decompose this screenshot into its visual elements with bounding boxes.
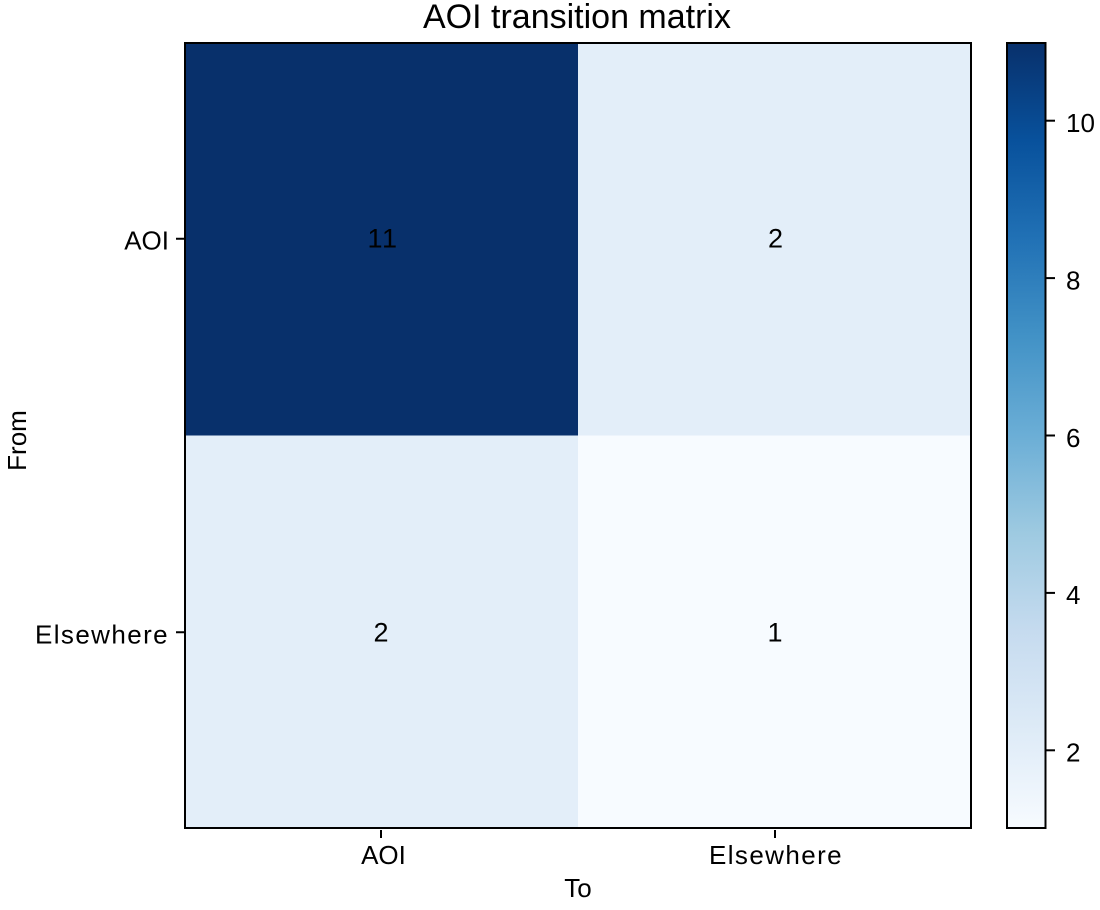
svg-text:AOI transition matrix: AOI transition matrix xyxy=(423,0,731,36)
svg-text:2: 2 xyxy=(768,224,783,254)
svg-text:To: To xyxy=(564,873,591,903)
svg-text:8: 8 xyxy=(1066,265,1080,295)
svg-text:10: 10 xyxy=(1066,108,1095,138)
svg-text:From: From xyxy=(2,410,32,471)
svg-text:AOI: AOI xyxy=(124,226,169,256)
svg-text:4: 4 xyxy=(1066,580,1080,610)
svg-text:1: 1 xyxy=(767,618,782,648)
svg-text:Elsewhere: Elsewhere xyxy=(709,840,843,870)
svg-text:2: 2 xyxy=(373,618,388,648)
svg-text:6: 6 xyxy=(1066,423,1080,453)
svg-text:2: 2 xyxy=(1066,738,1080,768)
svg-text:Elsewhere: Elsewhere xyxy=(35,620,169,650)
svg-text:AOI: AOI xyxy=(361,840,406,870)
svg-text:11: 11 xyxy=(367,224,398,254)
